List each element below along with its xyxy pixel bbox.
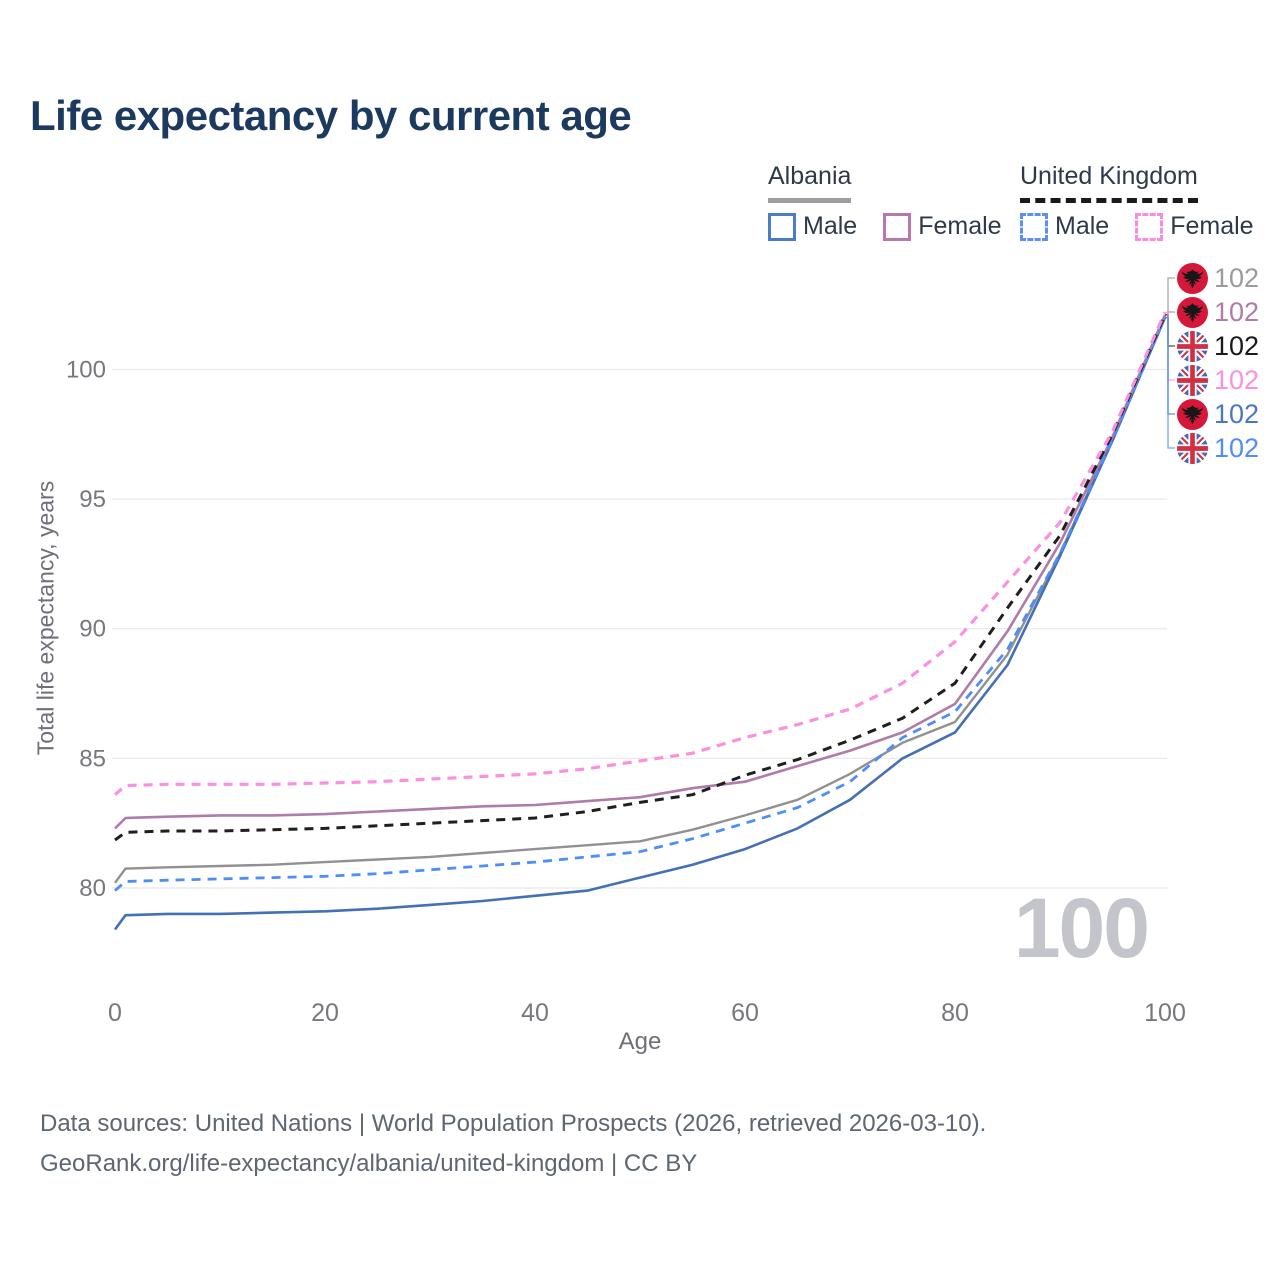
legend-item-albania-female[interactable]: Female bbox=[883, 212, 1002, 241]
y-tick-label: 100 bbox=[66, 356, 106, 383]
albania-female-swatch-icon bbox=[883, 212, 912, 241]
y-tick-label: 95 bbox=[79, 486, 106, 513]
end-label-value: 102 bbox=[1214, 296, 1260, 327]
end-label-uk-2: 102 bbox=[1177, 329, 1259, 363]
x-tick-label: 40 bbox=[521, 999, 549, 1027]
legend-item-label: Female bbox=[918, 212, 1002, 240]
legend-items-albania: Male Female bbox=[768, 212, 1002, 241]
uk-flag-icon bbox=[1177, 364, 1208, 396]
legend-header-albania[interactable]: Albania bbox=[768, 162, 852, 203]
x-axis-title: Age bbox=[618, 1028, 662, 1055]
albania-flag-icon bbox=[1177, 296, 1208, 328]
end-label-albania-4: 102 bbox=[1177, 397, 1259, 431]
page-title: Life expectancy by current age bbox=[30, 92, 632, 139]
legend-group-albania: Albania Male Female bbox=[768, 162, 1002, 241]
end-label-value: 102 bbox=[1214, 364, 1260, 395]
legend-header-united-kingdom[interactable]: United Kingdom bbox=[1020, 162, 1198, 203]
legend-item-albania-male[interactable]: Male bbox=[768, 212, 857, 241]
x-tick-label: 20 bbox=[311, 999, 339, 1027]
age-watermark: 100 bbox=[1013, 881, 1150, 975]
legend-item-label: Male bbox=[1055, 212, 1110, 240]
x-tick-label: 60 bbox=[731, 999, 759, 1027]
legend-item-uk-male[interactable]: Male bbox=[1020, 212, 1109, 241]
legend-item-label: Female bbox=[1170, 212, 1254, 240]
end-label-uk-3: 102 bbox=[1177, 363, 1259, 397]
end-label-value: 102 bbox=[1214, 432, 1260, 463]
series-line-united-kingdom-male bbox=[114, 316, 1167, 892]
end-label-albania-0: 102 bbox=[1177, 261, 1259, 295]
series-line-united-kingdom-all- bbox=[114, 314, 1167, 842]
footer-data-sources: Data sources: United Nations | World Pop… bbox=[40, 1110, 987, 1137]
footer-attribution-link[interactable]: GeoRank.org/life-expectancy/albania/unit… bbox=[40, 1150, 698, 1177]
legend-group-united-kingdom: United Kingdom Male Female bbox=[1020, 162, 1254, 241]
uk-flag-icon bbox=[1177, 330, 1208, 362]
albania-flag-icon bbox=[1177, 262, 1208, 294]
x-tick-label: 0 bbox=[108, 999, 122, 1027]
legend-items-united-kingdom: Male Female bbox=[1020, 212, 1254, 241]
y-tick-label: 85 bbox=[79, 745, 106, 772]
end-label-uk-5: 102 bbox=[1177, 431, 1259, 465]
legend-item-uk-female[interactable]: Female bbox=[1135, 212, 1254, 241]
series-line-united-kingdom-female bbox=[113, 311, 1167, 796]
end-label-connector bbox=[1165, 314, 1175, 347]
series-line-albania-male bbox=[113, 316, 1167, 931]
uk-flag-icon bbox=[1177, 432, 1208, 464]
end-label-connector bbox=[1165, 316, 1175, 449]
albania-male-swatch-icon bbox=[768, 212, 796, 241]
end-label-connector bbox=[1165, 316, 1175, 415]
legend-item-label: Male bbox=[803, 212, 858, 240]
uk-female-swatch-icon bbox=[1135, 212, 1164, 241]
end-label-albania-1: 102 bbox=[1177, 295, 1259, 329]
series-line-albania-female bbox=[114, 314, 1167, 830]
y-axis-title: Total life expectancy, years bbox=[32, 480, 59, 756]
series-line-albania-all- bbox=[114, 317, 1167, 884]
y-tick-label: 90 bbox=[79, 616, 106, 643]
end-label-value: 102 bbox=[1214, 398, 1260, 429]
y-tick-label: 80 bbox=[79, 875, 106, 902]
x-tick-label: 80 bbox=[941, 999, 969, 1027]
x-tick-label: 100 bbox=[1144, 999, 1186, 1027]
uk-male-swatch-icon bbox=[1020, 212, 1048, 241]
end-label-value: 102 bbox=[1214, 262, 1260, 293]
end-label-value: 102 bbox=[1214, 330, 1260, 361]
albania-flag-icon bbox=[1177, 398, 1208, 430]
